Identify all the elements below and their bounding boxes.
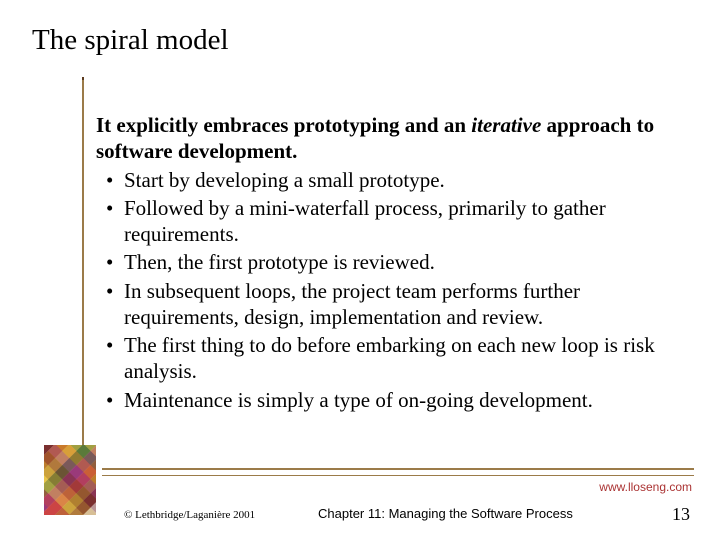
footer-url: www.lloseng.com bbox=[599, 480, 692, 494]
slide: The spiral model It explicitly embraces … bbox=[0, 0, 720, 540]
list-item: Followed by a mini-waterfall process, pr… bbox=[96, 195, 692, 248]
footer-copyright: © Lethbridge/Laganière 2001 bbox=[124, 509, 255, 521]
intro-line: It explicitly embraces prototyping and a… bbox=[96, 112, 692, 165]
footer-chapter: Chapter 11: Managing the Software Proces… bbox=[318, 506, 573, 521]
bullet-list: Start by developing a small prototype. F… bbox=[96, 167, 692, 413]
intro-prefix: It explicitly embraces prototyping and a… bbox=[96, 113, 471, 137]
bullet-text: Followed by a mini-waterfall process, pr… bbox=[124, 196, 606, 246]
page-number: 13 bbox=[672, 504, 690, 525]
list-item: Start by developing a small prototype. bbox=[96, 167, 692, 193]
list-item: Then, the first prototype is reviewed. bbox=[96, 249, 692, 275]
slide-title: The spiral model bbox=[32, 24, 229, 57]
bullet-text: In subsequent loops, the project team pe… bbox=[124, 279, 580, 329]
vertical-rule bbox=[82, 80, 84, 472]
bullet-text: Then, the first prototype is reviewed. bbox=[124, 250, 435, 274]
footer-rule-thick bbox=[102, 468, 694, 470]
bullet-text: The first thing to do before embarking o… bbox=[124, 333, 655, 383]
list-item: The first thing to do before embarking o… bbox=[96, 332, 692, 385]
weave-decoration-icon bbox=[44, 445, 96, 515]
body-text: It explicitly embraces prototyping and a… bbox=[96, 112, 692, 413]
bullet-text: Start by developing a small prototype. bbox=[124, 168, 445, 192]
list-item: Maintenance is simply a type of on-going… bbox=[96, 387, 692, 413]
footer-rule-thin bbox=[102, 475, 694, 476]
bullet-text: Maintenance is simply a type of on-going… bbox=[124, 388, 593, 412]
list-item: In subsequent loops, the project team pe… bbox=[96, 278, 692, 331]
intro-italic: iterative bbox=[471, 113, 541, 137]
